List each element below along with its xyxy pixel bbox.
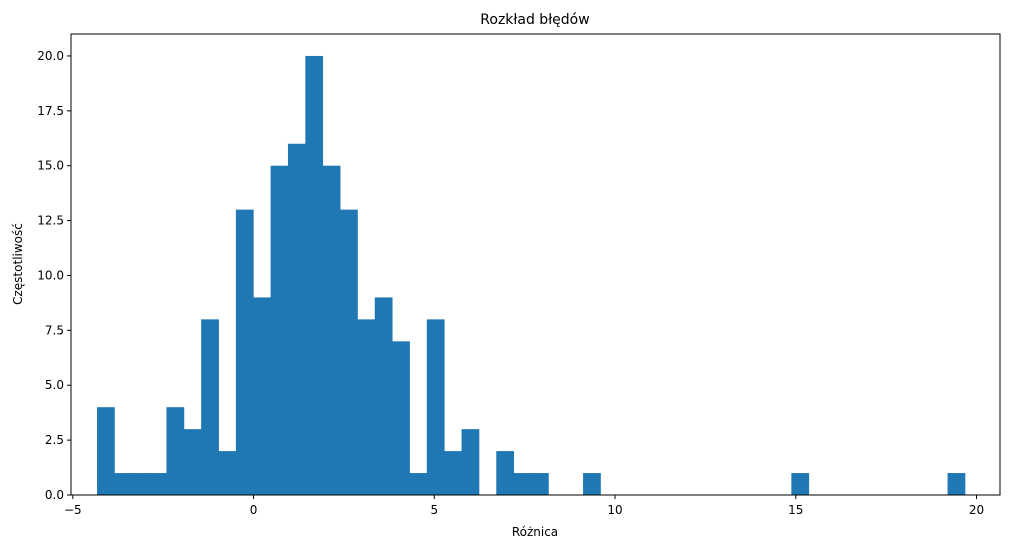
histogram-bar <box>270 165 289 495</box>
histogram-bar <box>496 451 515 495</box>
y-tick-label: 15.0 <box>37 159 64 173</box>
y-tick-label: 2.5 <box>45 433 64 447</box>
histogram-bar <box>201 319 219 495</box>
histogram-bar <box>131 473 150 495</box>
y-tick-label: 20.0 <box>37 49 64 63</box>
histogram-bar <box>218 451 237 495</box>
histogram-bar <box>253 297 272 495</box>
y-tick-label: 17.5 <box>37 104 64 118</box>
histogram-bar <box>340 209 358 495</box>
y-tick-label: 5.0 <box>45 378 64 392</box>
histogram-bar <box>374 297 393 495</box>
histogram-bar <box>322 165 341 495</box>
histogram-bar <box>287 143 306 495</box>
x-tick-label: 10 <box>607 503 622 517</box>
histogram-bar <box>513 473 532 495</box>
histogram-bars <box>97 55 966 495</box>
histogram-bar <box>444 451 462 495</box>
y-tick-label: 7.5 <box>45 323 64 337</box>
histogram-bar <box>947 473 966 495</box>
histogram-bar <box>409 473 428 495</box>
histogram-bar <box>183 429 202 495</box>
histogram-bar <box>166 407 185 495</box>
histogram-bar <box>149 473 167 495</box>
histogram-bar <box>530 473 549 495</box>
plot-frame <box>70 33 1001 496</box>
x-tick-label: 20 <box>969 503 984 517</box>
histogram-bar <box>305 55 324 495</box>
x-tick-label: 0 <box>250 503 258 517</box>
histogram-bar <box>392 341 410 495</box>
chart-title: Rozkład błędów <box>480 12 589 28</box>
histogram-bar <box>426 319 445 495</box>
x-tick-label: 5 <box>430 503 438 517</box>
histogram-bar <box>235 209 254 495</box>
histogram-bar <box>461 429 480 495</box>
y-axis: 0.0 2.5 5.0 7.5 10.0 12.5 15.0 17.5 20.0 <box>37 49 71 502</box>
y-tick-label: 10.0 <box>37 268 64 282</box>
histogram-bar <box>583 473 601 495</box>
y-tick-label: 12.5 <box>37 214 64 228</box>
x-axis-label: Różnica <box>512 525 558 539</box>
x-axis: −5 0 5 10 15 20 <box>64 495 984 517</box>
histogram-bar <box>791 473 810 495</box>
y-axis-label: Częstotliwość <box>11 223 25 305</box>
x-tick-label: 15 <box>788 503 803 517</box>
histogram-bar <box>357 319 376 495</box>
histogram-bar <box>114 473 133 495</box>
histogram-bar <box>97 407 115 495</box>
x-tick-label: −5 <box>64 503 82 517</box>
y-tick-label: 0.0 <box>45 488 64 502</box>
